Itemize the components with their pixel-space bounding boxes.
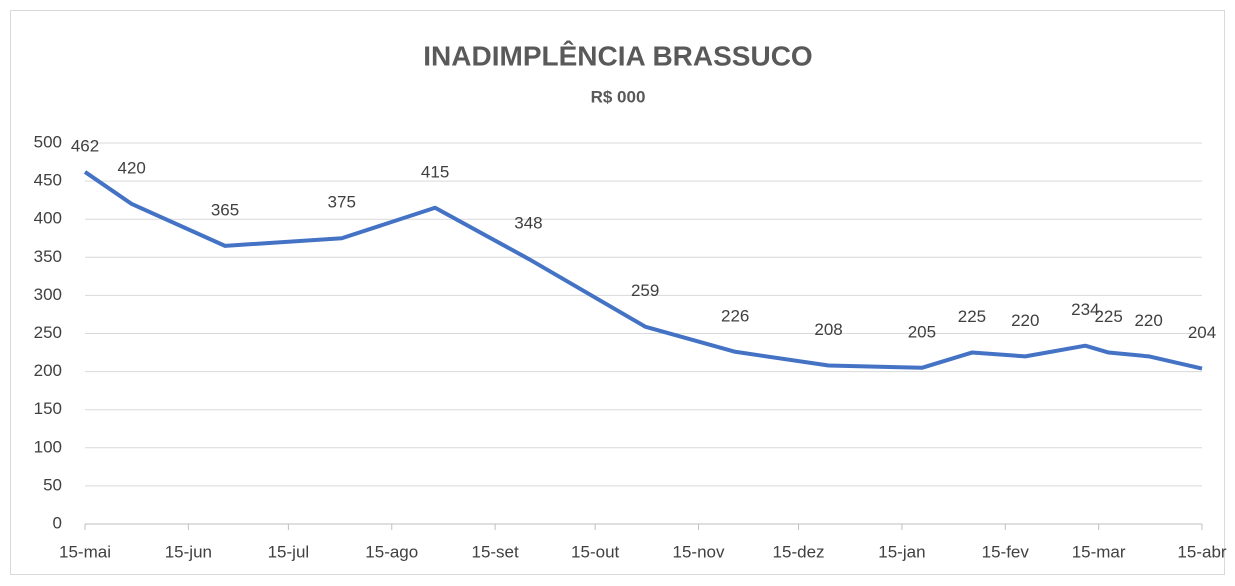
x-tick-label: 15-fev bbox=[982, 542, 1030, 561]
x-tick-label: 15-abr bbox=[1177, 542, 1226, 561]
x-tick-label: 15-out bbox=[571, 542, 619, 561]
data-label: 348 bbox=[514, 213, 542, 232]
y-tick-label: 450 bbox=[34, 171, 62, 190]
x-tick-label: 15-jun bbox=[165, 542, 212, 561]
y-tick-label: 350 bbox=[34, 247, 62, 266]
x-tick-label: 15-mar bbox=[1072, 542, 1126, 561]
data-label: 226 bbox=[721, 306, 749, 325]
data-label: 259 bbox=[631, 281, 659, 300]
data-label: 208 bbox=[814, 320, 842, 339]
y-tick-label: 100 bbox=[34, 437, 62, 456]
x-tick-label: 15-jul bbox=[268, 542, 310, 561]
data-label: 375 bbox=[328, 193, 356, 212]
y-tick-label: 150 bbox=[34, 399, 62, 418]
x-tick-label: 15-dez bbox=[773, 542, 825, 561]
data-label: 420 bbox=[117, 158, 145, 177]
data-label: 220 bbox=[1134, 311, 1162, 330]
y-tick-label: 200 bbox=[34, 361, 62, 380]
x-tick-label: 15-jan bbox=[878, 542, 925, 561]
data-label: 225 bbox=[1094, 307, 1122, 326]
data-label: 204 bbox=[1188, 323, 1216, 342]
x-tick-label: 15-ago bbox=[365, 542, 418, 561]
chart-border bbox=[10, 10, 1225, 575]
chart-subtitle: R$ 000 bbox=[591, 87, 646, 106]
data-label: 462 bbox=[71, 136, 99, 155]
chart-title: INADIMPLÊNCIA BRASSUCO bbox=[423, 40, 812, 71]
data-label: 220 bbox=[1011, 311, 1039, 330]
x-tick-label: 15-set bbox=[471, 542, 519, 561]
y-tick-label: 500 bbox=[34, 132, 62, 151]
data-label: 225 bbox=[958, 307, 986, 326]
data-label: 234 bbox=[1071, 300, 1099, 319]
line-series bbox=[83, 170, 1203, 371]
data-label: 415 bbox=[421, 162, 449, 181]
x-tick-label: 15-mai bbox=[59, 542, 111, 561]
y-tick-label: 250 bbox=[34, 323, 62, 342]
y-tick-label: 400 bbox=[34, 209, 62, 228]
data-label: 205 bbox=[908, 322, 936, 341]
y-tick-label: 300 bbox=[34, 285, 62, 304]
x-tick-label: 15-nov bbox=[673, 542, 725, 561]
y-tick-label: 50 bbox=[43, 475, 62, 494]
data-label: 365 bbox=[211, 200, 239, 219]
y-tick-label: 0 bbox=[53, 513, 62, 532]
